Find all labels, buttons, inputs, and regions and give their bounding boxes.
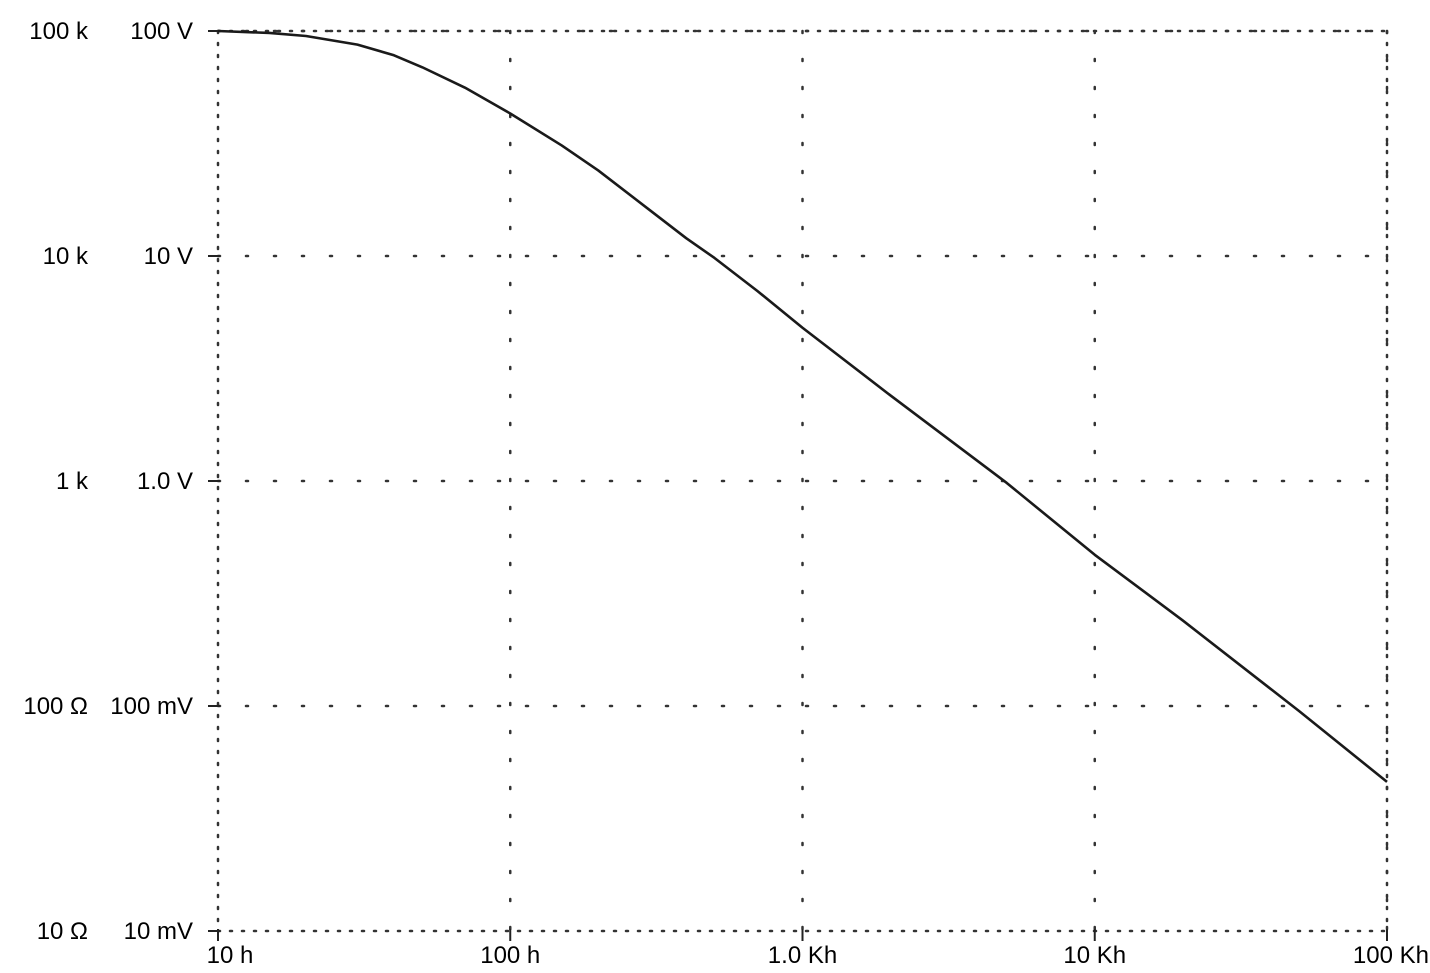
y-tick-label-inner: 1.0 V (137, 468, 193, 495)
y-tick-label-outer: 100 k (29, 18, 89, 45)
series-line (217, 29, 1388, 783)
x-tick-label: 10 h (207, 942, 254, 969)
y-tick-label-inner: 10 V (144, 243, 193, 270)
x-tick-label: 10 Kh (1063, 942, 1126, 969)
axes (208, 29, 1389, 941)
x-tick-label: 1.0 Kh (768, 942, 837, 969)
tick-labels: 100 k 10 k 1 k 100 Ω 10 Ω 100 V 10 V 1.0 V 100 m… (23, 18, 1429, 969)
y-tick-label-outer: 100 Ω (23, 693, 88, 720)
y-tick-label-inner: 100 mV (110, 693, 193, 720)
y-tick-label-outer: 10 k (43, 243, 89, 270)
y-tick-label-outer: 1 k (56, 468, 89, 495)
y-tick-label-inner: 100 V (130, 18, 193, 45)
x-tick-label: 100 h (480, 942, 540, 969)
y-tick-label-inner: 10 mV (124, 918, 193, 945)
series-layer (217, 29, 1388, 783)
x-tick-label: 100 Kh (1353, 942, 1429, 969)
y-tick-label-outer: 10 Ω (37, 918, 88, 945)
